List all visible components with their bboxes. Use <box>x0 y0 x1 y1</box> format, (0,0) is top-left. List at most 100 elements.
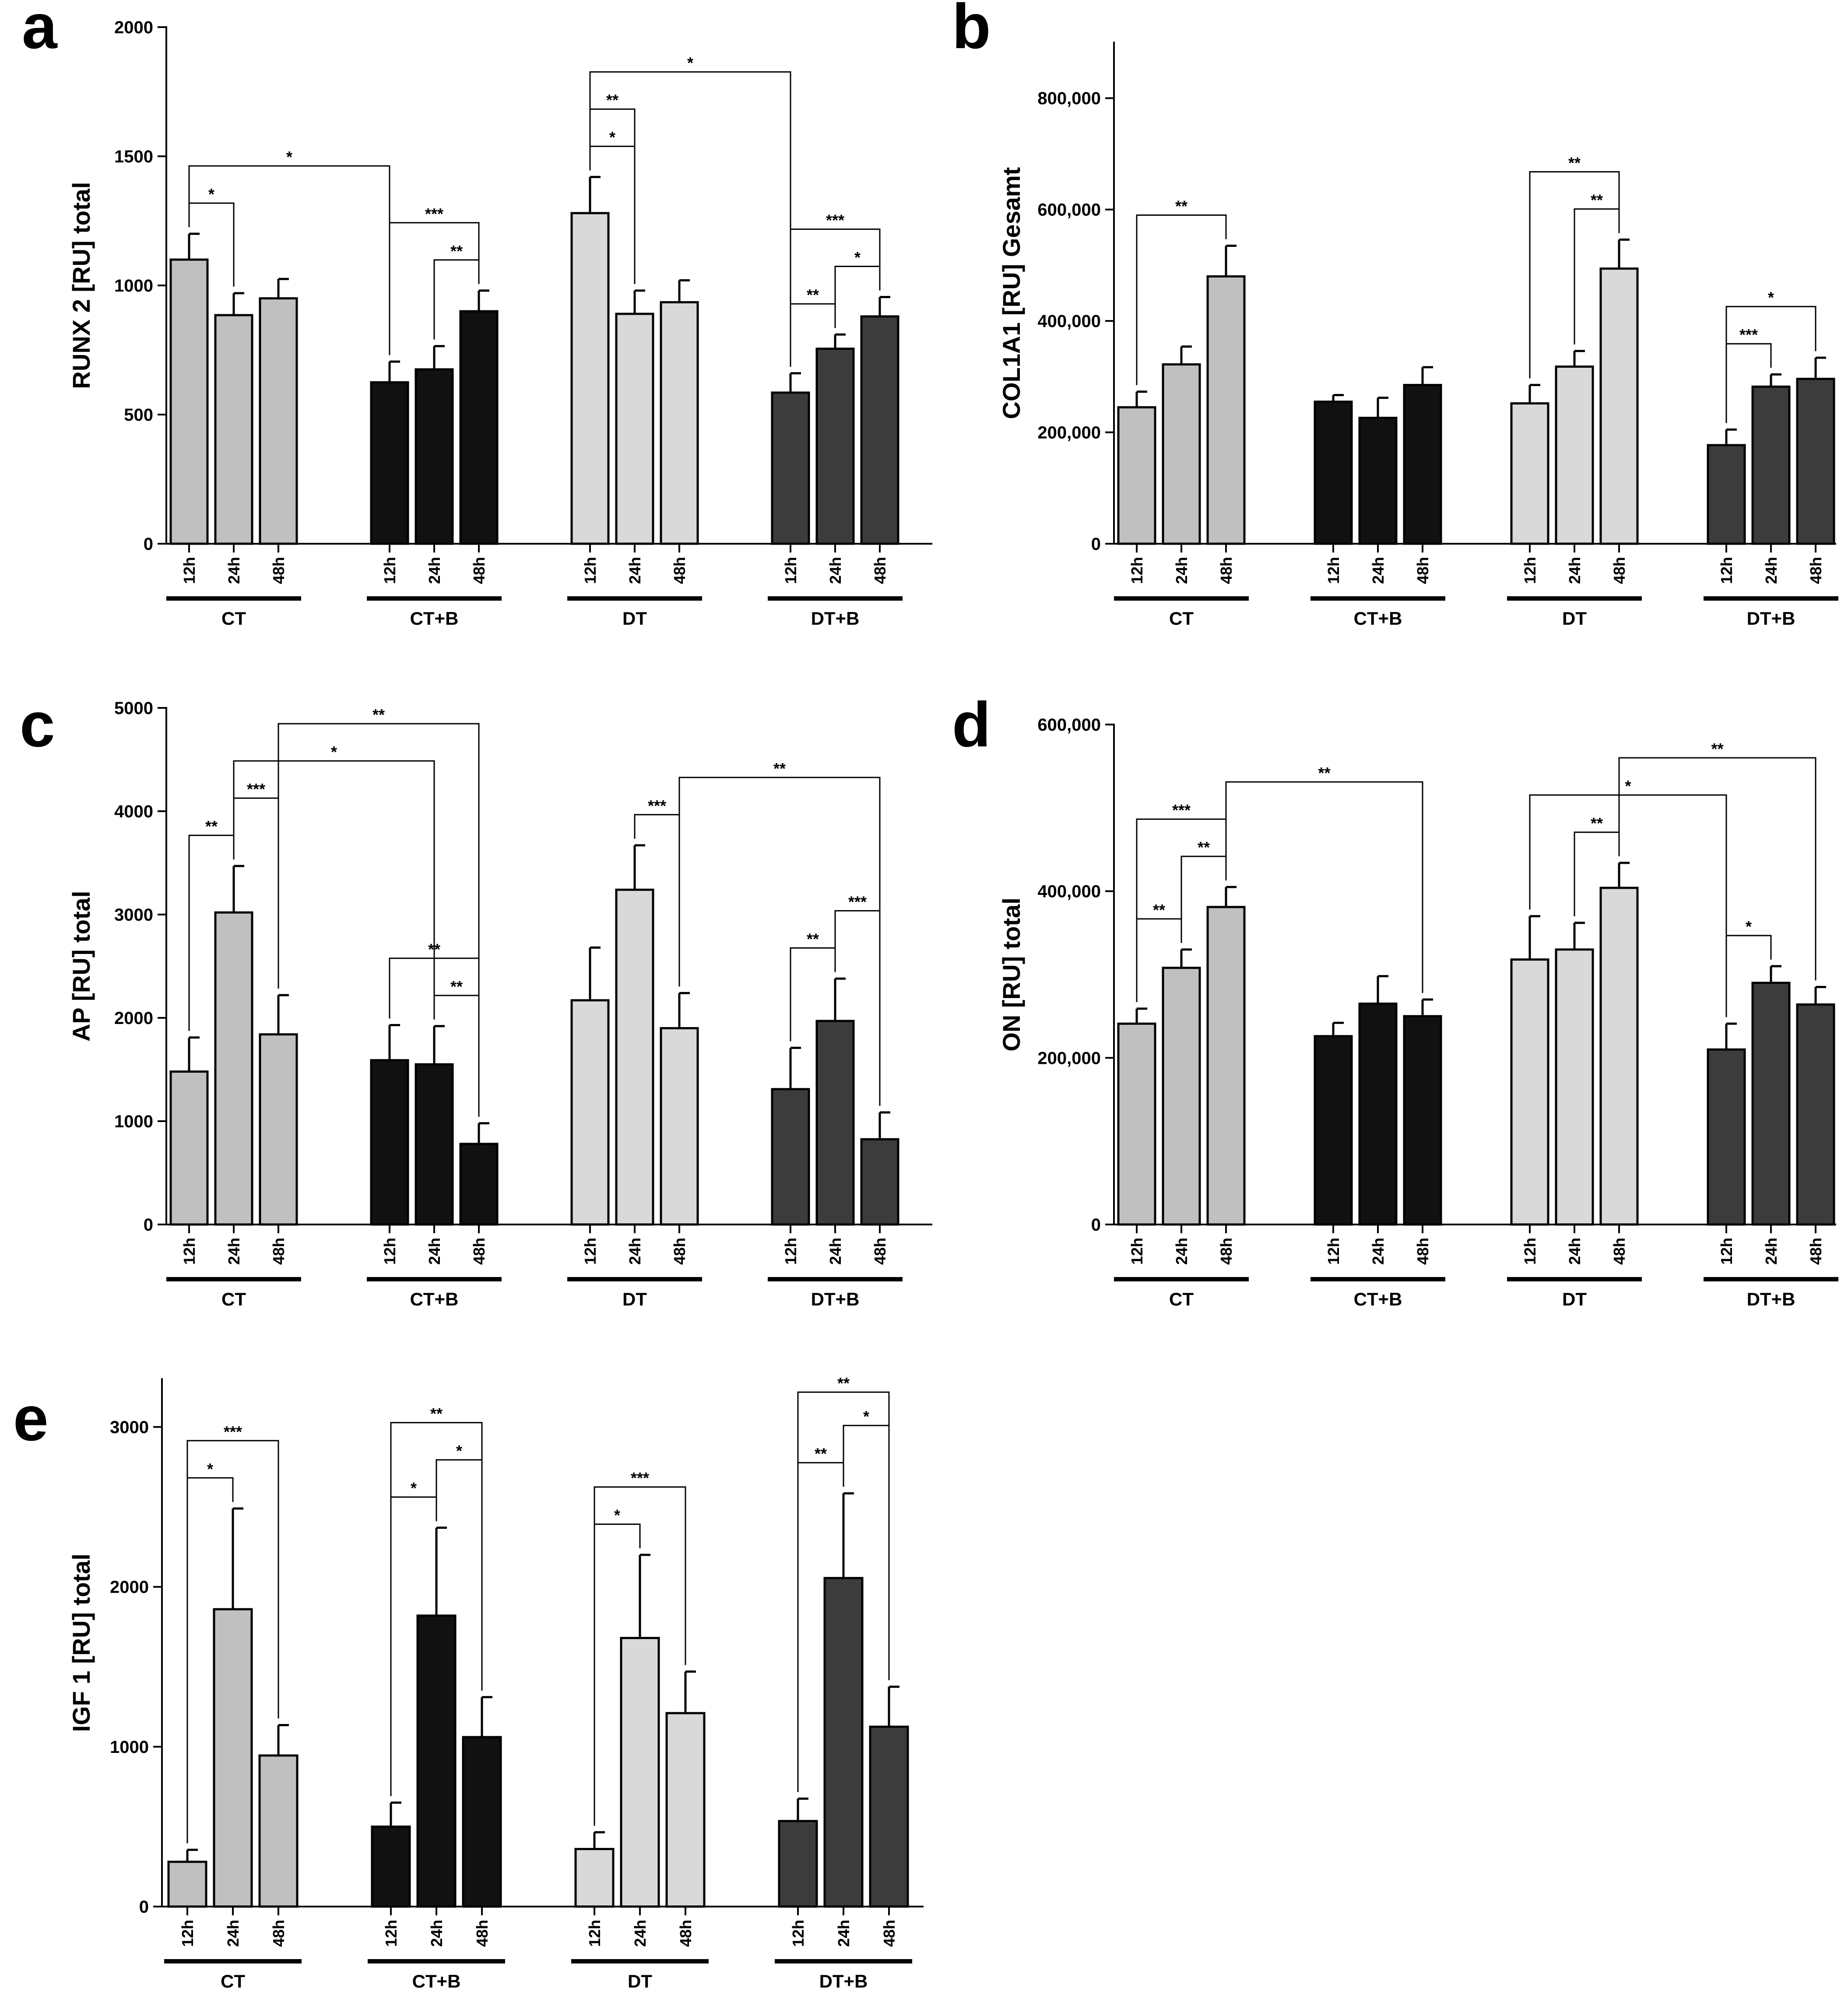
y-axis-label: ON [RU] total <box>998 897 1025 1052</box>
bar-CT-48h <box>258 1754 299 1908</box>
y-tick-label: 0 <box>1091 535 1101 554</box>
x-tick-label: 24h <box>1566 557 1584 584</box>
x-tick-label: 24h <box>1173 557 1191 584</box>
y-axis-label: IGF 1 [RU] total <box>67 1554 95 1732</box>
y-tick-label: 200,000 <box>1037 423 1101 443</box>
bar-CT-24h <box>1162 967 1201 1226</box>
bar-DT+B-24h <box>815 348 855 545</box>
significance-label: ** <box>1318 764 1330 782</box>
bar-CT-24h <box>214 911 253 1226</box>
y-tick-label: 2000 <box>114 18 153 37</box>
y-tick-label: 3000 <box>110 1418 149 1437</box>
y-tick-label: 3000 <box>114 905 153 925</box>
bar-DT+B-48h <box>1796 377 1835 545</box>
significance-bracket <box>1529 794 1727 1017</box>
group-label: DT <box>1562 608 1587 629</box>
bar-DT-12h <box>1510 958 1549 1226</box>
x-tick-label: 24h <box>826 557 844 584</box>
bar-DT+B-48h <box>860 315 899 545</box>
significance-label: ** <box>606 91 618 109</box>
bar-DT-48h <box>660 1027 699 1226</box>
x-tick-label: 12h <box>381 1238 399 1265</box>
bar-DT+B-48h <box>860 1138 899 1226</box>
significance-label: ** <box>837 1374 850 1392</box>
x-tick-label: 24h <box>224 1920 242 1947</box>
x-tick-label: 48h <box>1217 1238 1235 1265</box>
bar-CT-12h <box>169 1070 209 1226</box>
bar-DT-12h <box>570 212 610 545</box>
bar-DT+B-24h <box>1751 385 1791 545</box>
x-tick-label: 24h <box>631 1920 649 1947</box>
significance-label: ** <box>773 760 786 778</box>
bar-DT+B-48h <box>1796 1003 1835 1226</box>
y-axis-label: AP [RU] total <box>67 891 95 1041</box>
x-tick-label: 12h <box>1128 1238 1146 1265</box>
x-tick-label: 48h <box>1610 1238 1628 1265</box>
significance-label: *** <box>848 893 867 911</box>
bar-DT-24h <box>615 313 654 545</box>
significance-label: * <box>687 54 693 72</box>
significance-label: * <box>411 1479 417 1497</box>
significance-label: ** <box>807 286 819 304</box>
x-tick-label: 24h <box>1369 557 1387 584</box>
x-tick-label: 24h <box>428 1920 446 1947</box>
x-tick-label: 24h <box>626 557 644 584</box>
y-tick-label: 600,000 <box>1037 201 1101 220</box>
panel-b: b COL1A1 [RU] Gesamt 0 200,000 400,000 600,00… <box>952 0 1838 629</box>
bar-DT-48h <box>1599 887 1639 1226</box>
bar-CT+B-24h <box>416 1614 457 1908</box>
group-label: CT <box>221 608 246 629</box>
x-tick-label: 48h <box>470 1238 488 1265</box>
significance-bracket <box>188 165 390 355</box>
panel-d: d ON [RU] total 0 200,000 400,000 600,000 12h 2… <box>952 689 1838 1309</box>
bar-DT-12h <box>1510 402 1549 545</box>
significance-label: * <box>1625 777 1631 795</box>
bar-DT+B-48h <box>869 1725 909 1908</box>
significance-label: * <box>456 1442 462 1460</box>
y-tick-label: 800,000 <box>1037 89 1101 108</box>
significance-label: ** <box>1175 197 1187 215</box>
y-tick-label: 600,000 <box>1037 715 1101 735</box>
significance-bracket <box>678 777 881 1106</box>
significance-label: *** <box>1172 801 1191 819</box>
group-label: DT+B <box>811 1289 860 1309</box>
x-tick-label: 48h <box>677 1920 695 1947</box>
x-tick-label: 48h <box>1807 1238 1825 1265</box>
y-tick-label: 1000 <box>110 1738 149 1757</box>
x-tick-label: 48h <box>270 557 288 584</box>
x-tick-label: 24h <box>1173 1238 1191 1265</box>
bar-CT-12h <box>1117 406 1156 545</box>
significance-label: * <box>208 185 214 203</box>
significance-bracket <box>1529 171 1620 379</box>
x-tick-label: 24h <box>1369 1238 1387 1265</box>
bar-CT+B-12h <box>371 1825 411 1908</box>
x-tick-label: 12h <box>179 1920 197 1947</box>
significance-bracket <box>1136 214 1227 385</box>
x-tick-label: 48h <box>1807 557 1825 584</box>
significance-bracket <box>594 1486 686 1826</box>
significance-label: ** <box>450 978 463 996</box>
significance-label: ** <box>1153 901 1165 919</box>
bar-DT+B-12h <box>771 391 810 545</box>
panel-letter: b <box>952 0 991 62</box>
x-tick-label: 12h <box>782 1238 800 1265</box>
bar-CT-24h <box>1162 363 1201 545</box>
bar-DT+B-24h <box>1751 982 1791 1226</box>
y-tick-label: 4000 <box>114 802 153 821</box>
bar-CT+B-48h <box>1403 1015 1442 1226</box>
significance-label: *** <box>631 1469 649 1487</box>
significance-label: * <box>609 128 615 146</box>
significance-label: ** <box>450 242 463 260</box>
bar-CT+B-24h <box>1358 416 1398 545</box>
bar-CT+B-48h <box>459 1143 499 1226</box>
x-tick-label: 48h <box>871 557 889 584</box>
bar-CT+B-48h <box>1403 384 1442 545</box>
group-label: DT+B <box>1747 608 1795 629</box>
bar-CT+B-24h <box>415 368 454 545</box>
bar-DT-12h <box>574 1848 615 1908</box>
panel-letter: c <box>20 689 55 760</box>
bar-DT+B-24h <box>815 1020 855 1226</box>
group-label: CT+B <box>1354 1289 1402 1309</box>
x-tick-label: 48h <box>1414 1238 1432 1265</box>
y-tick-label: 5000 <box>114 699 153 718</box>
